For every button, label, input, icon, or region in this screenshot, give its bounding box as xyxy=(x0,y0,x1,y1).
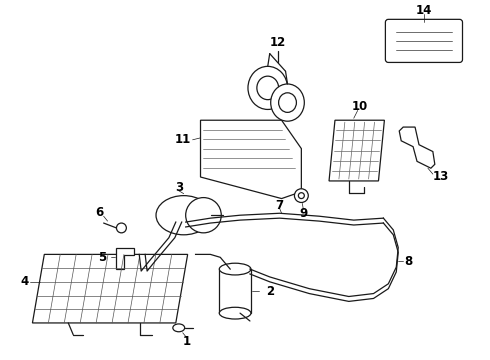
Text: 8: 8 xyxy=(404,255,412,268)
Ellipse shape xyxy=(220,307,251,319)
Text: 2: 2 xyxy=(266,285,274,298)
Text: 9: 9 xyxy=(299,207,307,220)
Text: 1: 1 xyxy=(183,335,191,348)
Text: 3: 3 xyxy=(175,181,183,194)
Text: 11: 11 xyxy=(174,133,191,146)
FancyBboxPatch shape xyxy=(386,19,463,62)
Text: 12: 12 xyxy=(270,36,286,49)
Polygon shape xyxy=(200,120,301,199)
Ellipse shape xyxy=(270,84,304,121)
Ellipse shape xyxy=(186,198,221,233)
Ellipse shape xyxy=(298,193,304,199)
Text: 10: 10 xyxy=(351,100,368,113)
Ellipse shape xyxy=(257,76,279,100)
Ellipse shape xyxy=(220,263,251,275)
Text: 5: 5 xyxy=(98,251,107,264)
Text: 6: 6 xyxy=(96,206,104,219)
Text: 13: 13 xyxy=(433,170,449,183)
Polygon shape xyxy=(399,127,435,168)
Polygon shape xyxy=(32,255,188,323)
Text: 4: 4 xyxy=(21,275,28,288)
Bar xyxy=(220,269,251,313)
Text: 14: 14 xyxy=(416,4,432,17)
Ellipse shape xyxy=(294,189,308,202)
Ellipse shape xyxy=(117,223,126,233)
Polygon shape xyxy=(329,120,384,181)
Polygon shape xyxy=(117,248,134,269)
Ellipse shape xyxy=(156,195,211,235)
Text: 7: 7 xyxy=(275,199,284,212)
Ellipse shape xyxy=(248,66,288,109)
Ellipse shape xyxy=(279,93,296,112)
Ellipse shape xyxy=(173,324,185,332)
